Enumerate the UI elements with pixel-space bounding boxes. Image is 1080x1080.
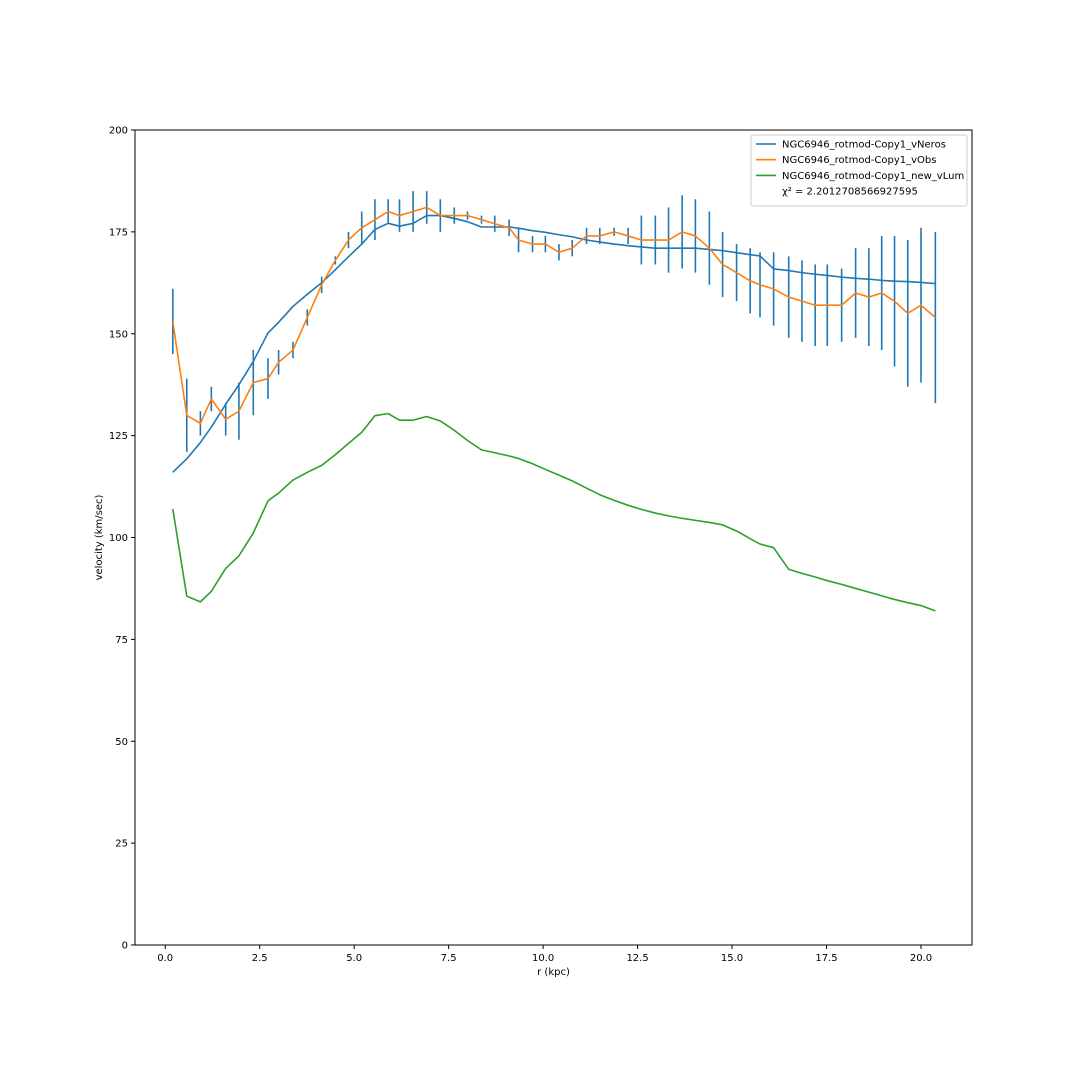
series-line-1 <box>172 214 936 473</box>
y-tick-label: 125 <box>109 431 128 442</box>
y-axis: 0 25 50 75 100 125 150 175 200 <box>109 126 135 952</box>
x-axis: 0.0 2.5 5.0 7.5 10.0 12.5 15.0 17.5 20.0 <box>157 945 932 964</box>
x-tick-label: 7.5 <box>441 953 457 964</box>
x-tick-label: 10.0 <box>532 953 554 964</box>
y-tick-label: 175 <box>109 227 128 238</box>
x-axis-label: r (kpc) <box>537 967 570 978</box>
series-layer <box>171 191 937 612</box>
y-tick-label: 150 <box>109 329 128 340</box>
x-tick-label: 12.5 <box>626 953 648 964</box>
x-tick-label: 5.0 <box>346 953 362 964</box>
series-line-3 <box>172 412 936 612</box>
x-tick-label: 2.5 <box>252 953 268 964</box>
legend: NGC6946_rotmod-Copy1_vNeros NGC6946_rotmo… <box>750 134 968 207</box>
y-tick-label: 100 <box>109 533 128 544</box>
x-tick-label: 20.0 <box>910 953 932 964</box>
legend-box <box>750 134 968 207</box>
x-tick-label: 15.0 <box>721 953 743 964</box>
series-line-2 <box>171 206 936 425</box>
y-tick-label: 0 <box>122 941 128 952</box>
y-tick-label: 50 <box>115 737 128 748</box>
y-axis-label: velocity (km/sec) <box>94 494 105 580</box>
legend-label: NGC6946_rotmod-Copy1_vNeros <box>782 140 946 151</box>
legend-label: NGC6946_rotmod-Copy1_vObs <box>782 155 936 166</box>
x-tick-label: 17.5 <box>815 953 837 964</box>
y-tick-label: 75 <box>115 635 128 646</box>
legend-chi-squared: χ² = 2.2012708566927595 <box>782 187 918 198</box>
x-tick-label: 0.0 <box>157 953 173 964</box>
y-tick-label: 25 <box>115 839 128 850</box>
legend-label: NGC6946_rotmod-Copy1_new_vLum <box>782 171 964 182</box>
y-tick-label: 200 <box>109 126 128 137</box>
